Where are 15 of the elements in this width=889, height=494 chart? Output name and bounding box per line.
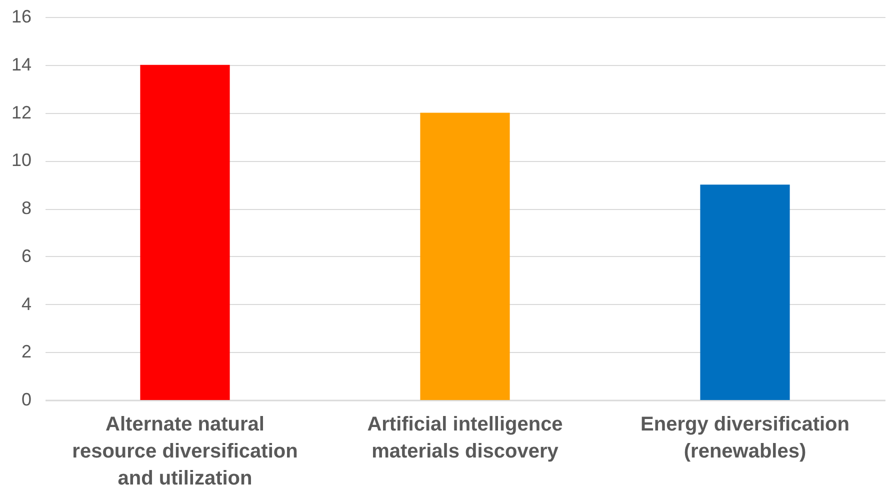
x-tick-label: Energy diversification (renewables) — [640, 414, 850, 462]
y-tick-label: 12 — [11, 102, 32, 122]
y-tick-label: 0 — [21, 390, 32, 410]
y-tick-label: 10 — [11, 150, 32, 170]
y-tick-label: 6 — [21, 246, 32, 266]
x-tick-label: Alternate natural resource diversification and utilization — [72, 414, 298, 490]
y-tick-label: 8 — [21, 198, 32, 218]
y-tick-label: 16 — [11, 6, 32, 26]
bar — [140, 64, 230, 400]
y-tick-label: 4 — [21, 294, 32, 314]
y-tick-label: 2 — [21, 342, 32, 362]
y-tick-label: 14 — [11, 54, 32, 74]
bar — [700, 184, 790, 400]
bar — [420, 112, 510, 400]
x-tick-label: Artificial intelligence materials discovery — [367, 414, 563, 462]
